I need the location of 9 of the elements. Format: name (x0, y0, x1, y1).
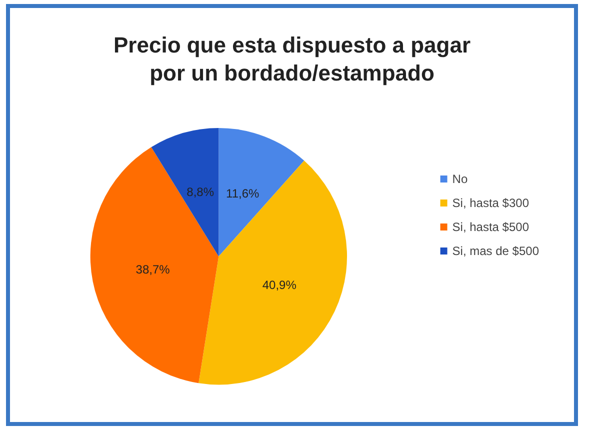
legend-label: Si, mas de $500 (452, 244, 540, 258)
legend-label: Si, hasta $300 (452, 196, 530, 210)
data-label: 40,9% (262, 278, 297, 292)
legend-label: No (452, 172, 468, 186)
data-label: 8,8% (186, 184, 214, 199)
data-label: 38,7% (136, 262, 170, 277)
data-label: 11,6% (226, 186, 260, 201)
legend-label: Si, hasta $500 (452, 220, 530, 234)
chart-title: Precio que esta dispuesto a pagar por un bordado/estampado (113, 32, 471, 86)
